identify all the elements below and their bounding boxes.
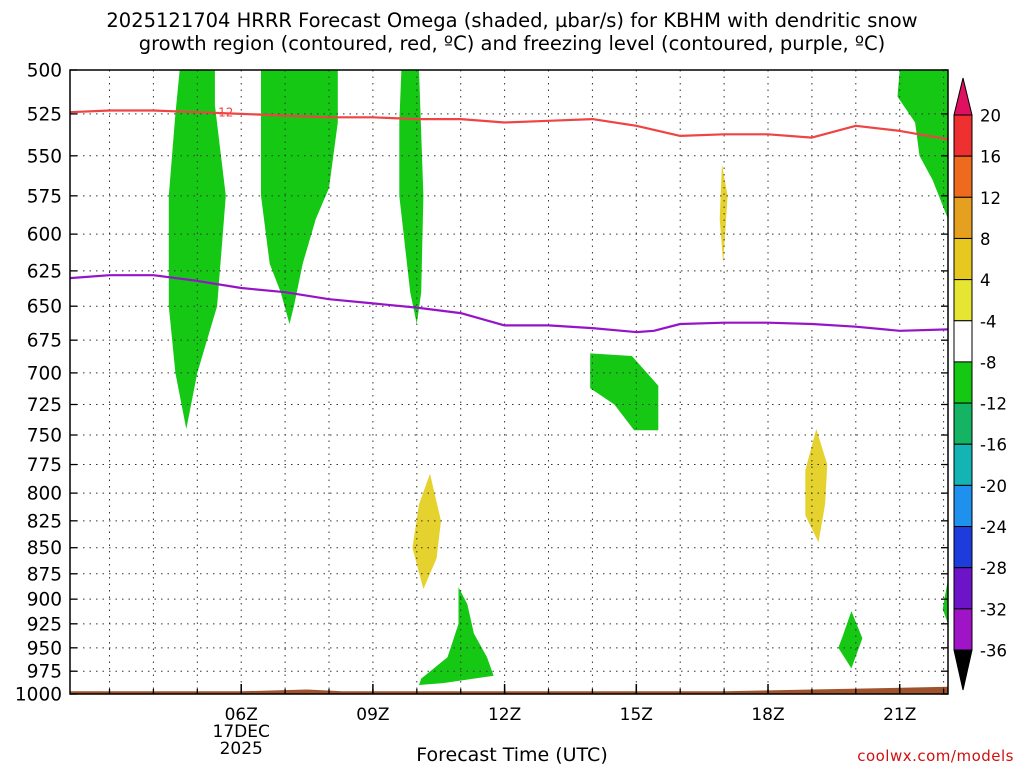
y-tick-label-750: 750 [27, 426, 62, 447]
colorbar-segment-6 [953, 320, 973, 363]
colorbar-segment-4 [953, 237, 973, 281]
y-tick-label-550: 550 [27, 146, 62, 167]
colorbar-segment-12 [953, 567, 973, 610]
x-tick-label-18Z: 18Z [751, 705, 784, 725]
y-tick-label-900: 900 [27, 590, 62, 611]
colorbar-label--8: -8 [980, 353, 996, 372]
x-axis-label: Forecast Time (UTC) [416, 744, 608, 766]
x-tick-label-21Z: 21Z [883, 705, 916, 725]
chart-title-line-1: 2025121704 HRRR Forecast Omega (shaded, … [106, 9, 918, 32]
colorbar-label-20: 20 [980, 107, 1001, 126]
y-tick-label-525: 525 [27, 104, 62, 125]
omega-shaded-region-11 [805, 429, 828, 543]
y-tick-label-975: 975 [27, 662, 62, 683]
colorbar-segment-3 [953, 196, 973, 239]
y-tick-label-1000: 1000 [15, 685, 62, 706]
colorbar-segment-5 [953, 279, 973, 322]
colorbar-label-12: 12 [980, 189, 1001, 208]
colorbar-label--20: -20 [980, 477, 1007, 496]
colorbar-segment-13 [953, 608, 973, 651]
colorbar-label--4: -4 [980, 312, 996, 331]
y-tick-label-725: 725 [27, 395, 62, 416]
plot-frame [69, 69, 949, 695]
contour-label-minus12: -12 [214, 106, 234, 120]
y-tick-label-800: 800 [27, 484, 62, 505]
chart-title-line-2: growth region (contoured, red, ºC) and f… [138, 32, 886, 55]
colorbar-segment-2 [953, 155, 973, 198]
omega-shaded-region-5 [419, 587, 494, 685]
surface-terrain [70, 686, 948, 694]
colorbar-segment-8 [953, 402, 973, 445]
y-tick-label-675: 675 [27, 331, 62, 352]
y-tick-label-925: 925 [27, 614, 62, 635]
omega-shaded-region-7 [838, 611, 863, 669]
y-tick-label-775: 775 [27, 455, 62, 476]
y-tick-label-825: 825 [27, 511, 62, 532]
credit-link[interactable]: coolwx.com/models [857, 747, 1014, 765]
colorbar-label--36: -36 [980, 642, 1007, 661]
colorbar-segment-1 [953, 114, 973, 157]
omega-shaded-region-2 [261, 70, 338, 324]
x-tick-sublabel-17DEC: 17DEC [213, 722, 270, 742]
colorbar-label--16: -16 [980, 436, 1007, 455]
colorbar-label-8: 8 [980, 230, 991, 249]
omega-shaded-region-1 [168, 70, 226, 429]
colorbar-label--24: -24 [980, 518, 1007, 537]
y-tick-label-500: 500 [27, 61, 62, 82]
x-tick-label-12Z: 12Z [488, 705, 521, 725]
colorbar-label--32: -32 [980, 600, 1007, 619]
y-tick-label-950: 950 [27, 638, 62, 659]
colorbar-label-4: 4 [980, 271, 991, 290]
y-tick-label-700: 700 [27, 363, 62, 384]
x-tick-label-06Z: 06Z [225, 705, 258, 725]
x-tick-sublabel-2025: 2025 [220, 739, 263, 759]
freezing-level-line [69, 274, 949, 334]
colorbar-label-16: 16 [980, 148, 1001, 167]
colorbar-segment-9 [953, 443, 973, 486]
colorbar-label--28: -28 [980, 559, 1007, 578]
colorbar-segment-11 [953, 526, 973, 569]
isotherm-minus12-line [69, 109, 949, 141]
colorbar-bottom-arrow [953, 649, 973, 691]
omega-shaded-region-4 [590, 353, 659, 431]
x-tick-label-15Z: 15Z [620, 705, 653, 725]
y-tick-label-625: 625 [27, 261, 62, 282]
colorbar-top-arrow [953, 77, 973, 116]
omega-shaded-region-3 [399, 70, 424, 324]
omega-shaded-region-8 [942, 578, 948, 624]
y-tick-label-850: 850 [27, 538, 62, 559]
x-tick-label-09Z: 09Z [356, 705, 389, 725]
y-tick-label-650: 650 [27, 297, 62, 318]
colorbar-segment-7 [953, 361, 973, 404]
y-tick-label-575: 575 [27, 186, 62, 207]
y-tick-label-875: 875 [27, 564, 62, 585]
colorbar-segment-10 [953, 484, 973, 528]
colorbar-label--12: -12 [980, 395, 1007, 414]
omega-shaded-region-6 [897, 70, 948, 219]
y-tick-label-600: 600 [27, 225, 62, 246]
omega-shaded-region-10 [412, 473, 441, 590]
